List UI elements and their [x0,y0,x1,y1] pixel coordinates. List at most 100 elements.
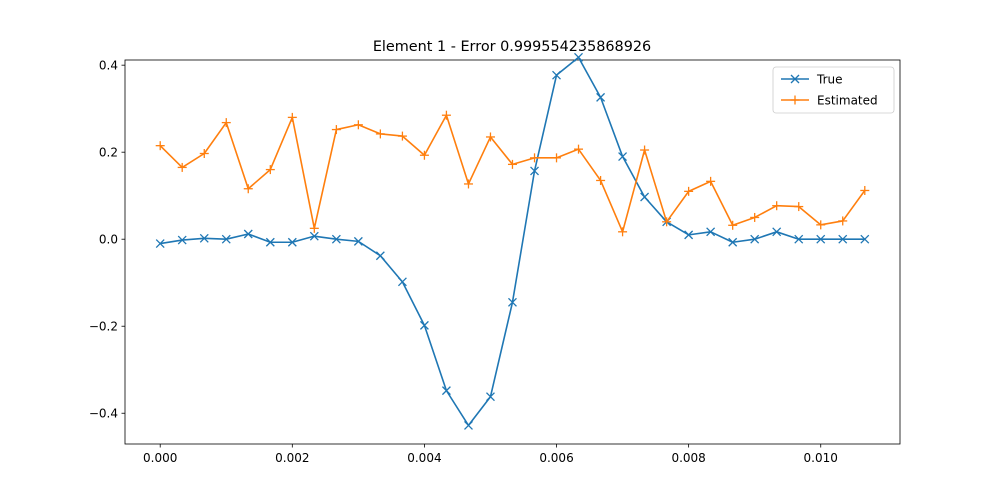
data-point-estimated [221,118,231,128]
marker-true-b [772,227,782,237]
data-point-true [331,234,341,244]
data-point-true [243,229,253,239]
y-tick-label: −0.4 [89,407,118,421]
chart-title: Element 1 - Error 0.999554235868926 [373,39,651,55]
data-point-true [397,277,407,287]
data-point-true [552,70,561,80]
data-point-estimated [265,165,275,175]
data-point-estimated [441,110,451,120]
data-point-estimated [177,162,187,172]
data-point-estimated [750,212,760,222]
marker-true-b [375,251,385,261]
data-point-true [353,236,363,246]
legend-entry-estimated: Estimated [781,94,878,108]
data-point-true [838,234,848,244]
data-point-true [486,392,495,402]
marker-true-b [794,234,804,244]
marker-true-b [243,229,253,239]
marker-true-b [706,227,716,237]
data-point-estimated [596,175,606,185]
data-point-true [508,297,517,307]
data-point-true [728,237,738,247]
marker-true-b [750,234,760,244]
data-point-estimated [838,216,848,226]
data-point-true [199,233,209,243]
legend: True Estimated [772,66,895,114]
marker-true-b [574,52,583,62]
data-point-true [618,152,628,162]
data-point-estimated [419,150,429,160]
data-point-true [464,420,473,430]
x-tick-label: 0.008 [671,451,705,465]
data-point-estimated [287,112,297,122]
data-point-estimated [772,201,782,211]
data-point-estimated [860,185,870,195]
data-point-estimated [331,125,341,135]
y-tick-label: 0.4 [99,59,118,73]
series-estimated [155,110,870,237]
marker-true-b [287,237,297,247]
data-point-true [640,192,650,202]
x-tick-label: 0.002 [275,451,309,465]
data-point-estimated [530,153,540,163]
data-point-estimated [243,184,253,194]
marker-true-b [486,392,495,402]
x-axis: 0.000 0.002 0.004 0.006 0.008 0.010 [143,444,838,465]
legend-entry-true: True [781,73,843,87]
marker-true-b [464,420,473,430]
data-point-estimated [507,159,517,169]
data-point-estimated [155,141,165,151]
marker-true-b [728,237,738,247]
marker-true-b [530,166,539,176]
marker-true-b [265,237,275,247]
series-layer [155,52,870,430]
marker-true-b [640,192,650,202]
data-point-estimated [640,145,650,155]
data-point-estimated [199,148,209,158]
data-point-estimated [463,179,473,189]
marker-true-b [508,297,517,307]
data-point-true [177,235,187,245]
x-tick-label: 0.004 [407,451,441,465]
legend-marker-true-b [790,74,800,84]
legend-label-true: True [816,73,843,87]
data-point-estimated [816,220,826,230]
marker-true-b [309,231,319,241]
marker-true-b [838,234,848,244]
y-tick-label: 0.0 [99,233,118,247]
data-point-true [419,320,429,330]
marker-true-b [353,236,363,246]
x-tick-label: 0.010 [804,451,838,465]
data-point-true [309,231,319,241]
marker-true-b [221,234,231,244]
data-point-true [441,386,451,396]
marker-true-b [618,152,628,162]
data-point-true [684,230,694,240]
data-point-true [706,227,716,237]
legend-label-estimated: Estimated [817,94,878,108]
data-point-estimated [618,227,628,237]
data-point-estimated [794,202,804,212]
marker-true-b [596,92,606,102]
marker-true-b [331,234,341,244]
marker-true-b [684,230,694,240]
marker-true-b [552,70,561,80]
data-point-true [750,234,760,244]
marker-true-b [177,235,187,245]
data-point-true [816,234,826,244]
data-point-true [794,234,804,244]
data-point-true [530,166,539,176]
axes-frame [124,59,901,445]
data-point-estimated [375,129,385,139]
marker-true-b [441,386,451,396]
marker-true-b [860,234,870,244]
data-point-true [221,234,231,244]
data-point-estimated [684,186,694,196]
y-tick-label: 0.2 [99,146,118,160]
series-true [155,52,870,430]
data-point-estimated [552,153,562,163]
plot-area [124,59,901,445]
data-point-estimated [485,132,495,142]
data-point-estimated [706,176,716,186]
